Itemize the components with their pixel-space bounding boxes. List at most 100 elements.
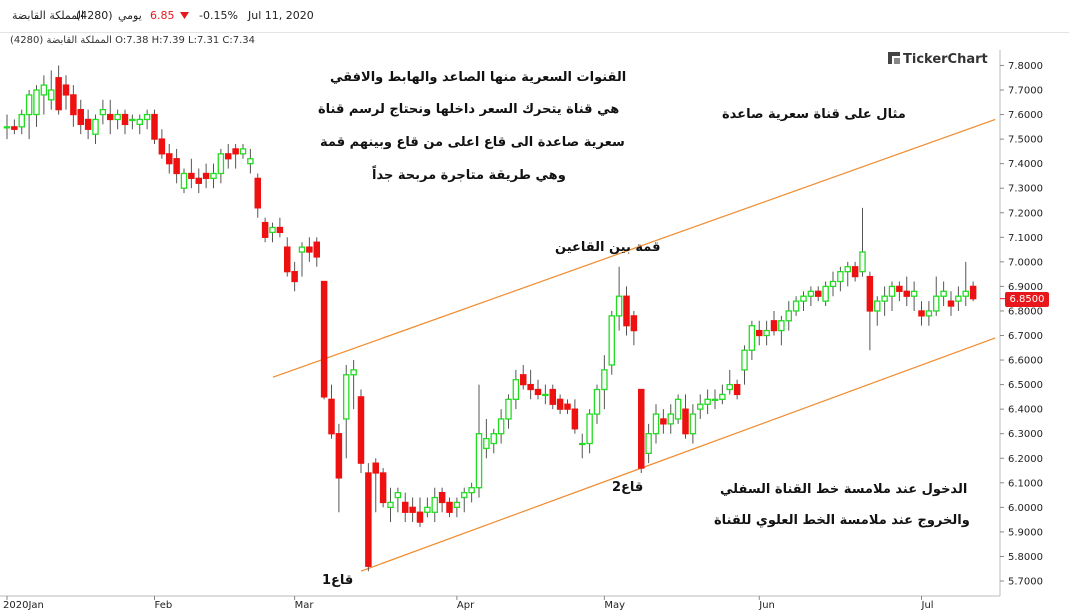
candle-body bbox=[394, 491, 402, 499]
y-tick-label: 5.8000 bbox=[1008, 552, 1043, 563]
candle-body bbox=[947, 300, 955, 307]
candle-body bbox=[792, 300, 800, 312]
candle-body bbox=[232, 148, 239, 155]
candle-body bbox=[217, 153, 225, 175]
candle-body bbox=[247, 158, 254, 165]
candle-body bbox=[460, 491, 468, 499]
candle-body bbox=[645, 433, 652, 454]
candle-body bbox=[520, 374, 527, 386]
candle-body bbox=[638, 388, 645, 469]
candle-body bbox=[306, 246, 313, 253]
candle-body bbox=[512, 379, 520, 400]
candle-body bbox=[785, 310, 793, 322]
candle-body bbox=[62, 84, 70, 96]
candle-body bbox=[829, 280, 837, 288]
candle-body bbox=[25, 94, 33, 116]
y-tick-label: 6.2000 bbox=[1008, 454, 1043, 465]
candle-body bbox=[549, 388, 557, 405]
annotation-title-line-2: هي قناة يتحرك السعر داخلها ونحتاج لرسم ق… bbox=[318, 102, 620, 117]
candle-body bbox=[866, 275, 874, 312]
candle-body bbox=[11, 126, 18, 130]
candle-body bbox=[763, 329, 770, 337]
candle-body bbox=[372, 462, 379, 474]
candle-body bbox=[3, 126, 11, 129]
candle-body bbox=[888, 285, 896, 297]
candle-body bbox=[40, 84, 48, 96]
candle-body bbox=[505, 398, 512, 420]
candle-body bbox=[940, 290, 947, 297]
candle-body bbox=[667, 413, 675, 425]
y-tick-label: 7.7000 bbox=[1008, 86, 1043, 97]
candle-body bbox=[497, 418, 505, 435]
price-change: -0.15% bbox=[199, 9, 238, 22]
candle-body bbox=[483, 437, 490, 450]
y-tick-label: 6.3000 bbox=[1008, 429, 1043, 440]
candle-body bbox=[143, 113, 151, 121]
candle-body bbox=[593, 388, 601, 415]
channel-line-lower bbox=[360, 337, 996, 572]
candle-body bbox=[815, 290, 822, 297]
x-tick-label: Jun bbox=[758, 600, 775, 611]
candle-body bbox=[874, 300, 881, 312]
candle-body bbox=[276, 226, 284, 234]
candle-body bbox=[387, 501, 394, 509]
candle-body bbox=[114, 113, 121, 121]
candle-body bbox=[210, 172, 217, 180]
candle-body bbox=[438, 491, 446, 504]
y-tick-label: 7.2000 bbox=[1008, 208, 1043, 219]
current-price-tag: 6.8500 bbox=[1005, 292, 1049, 307]
y-tick-label: 7.8000 bbox=[1008, 61, 1043, 72]
header-bar: المملكة القابضة (4280) يومي 6.85 -0.15% … bbox=[0, 0, 1069, 33]
candle-body bbox=[859, 251, 866, 273]
y-tick-label: 6.4000 bbox=[1008, 405, 1043, 416]
candle-body bbox=[136, 118, 143, 126]
candle-body bbox=[202, 172, 210, 180]
candle-body bbox=[357, 396, 365, 464]
candle-body bbox=[173, 158, 180, 175]
y-tick-label: 6.9000 bbox=[1008, 282, 1043, 293]
candle-body bbox=[475, 433, 483, 489]
candle-body bbox=[719, 393, 726, 400]
candle-body bbox=[453, 501, 461, 509]
candle-body bbox=[822, 285, 829, 302]
candle-body bbox=[165, 153, 173, 165]
candle-body bbox=[778, 320, 785, 332]
candle-body bbox=[291, 271, 298, 283]
candle-body bbox=[741, 349, 748, 371]
candle-body bbox=[335, 433, 343, 479]
period-label[interactable]: يومي bbox=[118, 9, 142, 22]
y-tick-label: 6.5000 bbox=[1008, 380, 1043, 391]
candle-body bbox=[18, 113, 25, 128]
candle-body bbox=[615, 295, 623, 317]
candle-body bbox=[350, 369, 357, 376]
info-ohlc: O:7.38 H:7.39 L:7.31 C:7.34 bbox=[115, 35, 255, 46]
candle-body bbox=[711, 398, 719, 401]
candle-body bbox=[99, 108, 107, 116]
candle-body bbox=[851, 266, 859, 278]
candle-body bbox=[239, 148, 247, 155]
candle-body bbox=[468, 487, 475, 494]
candle-body bbox=[527, 383, 534, 391]
candle-body bbox=[224, 153, 232, 160]
candle-body bbox=[151, 113, 158, 140]
candle-body bbox=[807, 290, 815, 297]
candle-body bbox=[579, 442, 586, 446]
candle-body bbox=[195, 177, 202, 184]
candle-body bbox=[313, 241, 320, 258]
candle-body bbox=[401, 501, 409, 513]
candle-body bbox=[955, 295, 962, 302]
candle-body bbox=[107, 113, 114, 121]
candle-body bbox=[269, 226, 276, 234]
y-tick-label: 7.5000 bbox=[1008, 135, 1043, 146]
annotation-title-line-4: وهي طريقة متاجرة مربحة جداً bbox=[372, 168, 566, 183]
candle-body bbox=[542, 393, 549, 397]
candle-body bbox=[748, 325, 756, 351]
candle-body bbox=[556, 398, 564, 410]
candle-body bbox=[534, 388, 542, 396]
y-tick-label: 6.7000 bbox=[1008, 331, 1043, 342]
candle-body bbox=[409, 506, 416, 513]
x-tick-label: Jul bbox=[921, 600, 934, 611]
candle-body bbox=[660, 418, 667, 425]
candle-body bbox=[283, 246, 291, 273]
